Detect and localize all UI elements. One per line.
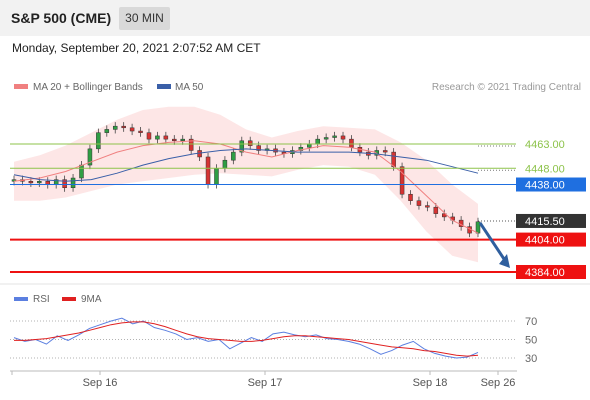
ma9-legend-label: 9MA: [81, 294, 102, 305]
x-tick-label: Sep 16: [83, 377, 118, 389]
candle-body: [247, 140, 253, 146]
candle-body: [104, 129, 110, 133]
candle-body: [146, 132, 152, 140]
candle-body: [172, 138, 177, 142]
candle-body: [155, 135, 160, 140]
candle-body: [256, 145, 261, 151]
forecast-arrow-shaft: [478, 221, 508, 263]
candle-body: [163, 135, 169, 140]
candle-body: [399, 166, 405, 195]
x-axis: Sep 16 Sep 17 Sep 18 Sep 26: [11, 371, 516, 389]
bollinger-band: [14, 106, 478, 263]
x-tick-label: Sep 17: [248, 377, 283, 389]
candle-body: [231, 151, 236, 161]
candle-body: [214, 168, 219, 185]
candle-body: [87, 148, 93, 166]
rsi-legend-label: RSI: [33, 294, 50, 305]
ma20-line: [13, 140, 479, 234]
candle-body: [340, 135, 346, 140]
candle-body: [121, 125, 126, 129]
candle-body: [298, 146, 304, 151]
level-tag-pivot: [516, 177, 586, 192]
rsi-legend-swatch: [14, 297, 28, 301]
candle-body: [323, 137, 329, 140]
candle-body: [129, 127, 135, 132]
ma50-line: [13, 148, 479, 182]
price-panel: [11, 106, 481, 263]
candle-body: [96, 132, 101, 150]
x-tick-label: Sep 26: [481, 377, 516, 389]
level-label: 4404.00: [525, 235, 565, 247]
candle-body: [425, 205, 430, 208]
ma50-legend-label: MA 50: [175, 82, 204, 93]
level-tag-last: [516, 213, 586, 228]
level-tag-support: [516, 265, 586, 279]
candle-body: [442, 213, 447, 218]
candle-body: [112, 125, 118, 130]
candle-body: [349, 138, 354, 148]
ma9-legend-swatch: [62, 297, 76, 301]
candle-body: [315, 138, 320, 145]
timeframe-button[interactable]: 30 MIN: [119, 7, 170, 30]
level-label: 4448.00: [525, 163, 565, 175]
candle-body: [37, 181, 42, 184]
instrument-title: S&P 500 (CME): [11, 10, 112, 26]
candle-body: [188, 138, 194, 151]
rsi-tick-label: 30: [525, 353, 537, 365]
rsi-tick-label: 70: [525, 316, 537, 328]
candle-body: [332, 135, 337, 138]
candle-body: [391, 151, 396, 167]
candle-body: [28, 181, 34, 184]
candle-body: [475, 221, 481, 234]
rsi-panel: 70 50 30: [10, 316, 537, 365]
level-label: 4415.50: [525, 216, 565, 228]
candle-body: [70, 177, 76, 188]
candle-body: [62, 179, 67, 188]
candle-body: [382, 150, 388, 153]
level-label: 4438.00: [525, 180, 565, 192]
ma20-legend-label: MA 20 + Bollinger Bands: [33, 82, 143, 93]
rsi-line: [13, 317, 479, 359]
level-label: 4463.00: [525, 139, 565, 151]
forecast-arrow-head: [499, 254, 510, 268]
candle-body: [180, 138, 185, 142]
level-lines: 4463.00 4448.00 4438.00 4415.50 4404.00 4384.…: [10, 139, 586, 279]
candle-body: [79, 164, 84, 179]
timestamp: Monday, September 20, 2021 2:07:52 AM CE…: [12, 41, 261, 55]
candle-body: [408, 193, 413, 201]
header-bar: [0, 0, 590, 36]
candle-body: [239, 140, 245, 153]
level-label: 4384.00: [525, 267, 565, 279]
candle-body: [416, 200, 422, 206]
x-tick-label: Sep 18: [413, 377, 448, 389]
rsi-tick-label: 50: [525, 335, 537, 347]
credit-text: Research © 2021 Trading Central: [432, 82, 581, 93]
level-tag-support: [516, 232, 586, 247]
candle-body: [433, 206, 439, 214]
candle-body: [222, 159, 228, 169]
ma20-legend-swatch: [14, 84, 28, 89]
rsi-ma9-line: [14, 321, 479, 357]
candle-body: [205, 156, 211, 185]
ma50-legend-swatch: [157, 84, 171, 89]
candle-body: [138, 130, 143, 133]
